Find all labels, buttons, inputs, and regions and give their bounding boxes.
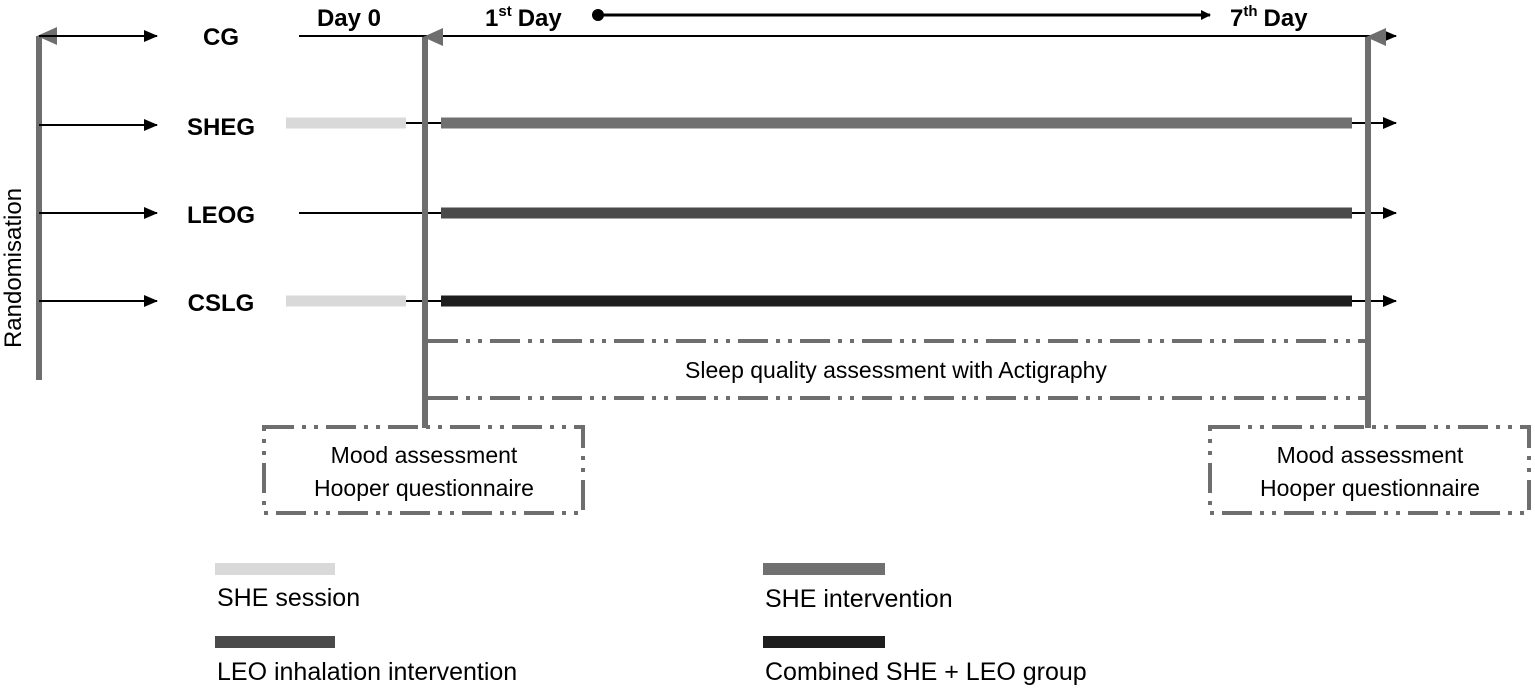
legend-label-she-session: SHE session: [217, 584, 360, 612]
group-label-cslg: CSLG: [188, 290, 255, 317]
assessment-left-line1: Mood assessment: [331, 442, 518, 468]
legend-label-she-intervention: SHE intervention: [765, 585, 953, 613]
assessment-box-right: Mood assessment Hooper questionnaire: [1208, 425, 1531, 515]
group-label-sheg: SHEG: [187, 114, 255, 141]
legend-swatch-combined: [763, 636, 885, 648]
legend-swatch-she-intervention: [763, 563, 885, 575]
day7-label: 7th Day: [1230, 3, 1308, 32]
day0-label: Day 0: [317, 5, 381, 32]
day1-label: 1st Day: [485, 3, 562, 32]
sleep-assessment-text: Sleep quality assessment with Actigraphy: [685, 357, 1107, 383]
assessment-right-line2: Hooper questionnaire: [1260, 475, 1480, 501]
legend: SHE session SHE intervention LEO inhalat…: [215, 563, 1087, 686]
assessment-box-left: Mood assessment Hooper questionnaire: [262, 425, 585, 515]
group-label-leog: LEOG: [187, 202, 255, 229]
assessment-right-line1: Mood assessment: [1277, 442, 1464, 468]
randomisation-label: Randomisation: [0, 188, 27, 348]
legend-swatch-leo-intervention: [215, 636, 335, 648]
sleep-assessment-box: Sleep quality assessment with Actigraphy: [428, 339, 1366, 400]
legend-label-combined: Combined SHE + LEO group: [765, 658, 1087, 686]
legend-swatch-she-session: [215, 563, 335, 575]
assessment-left-line2: Hooper questionnaire: [314, 475, 534, 501]
legend-label-leo-intervention: LEO inhalation intervention: [217, 658, 517, 686]
group-label-cg: CG: [203, 24, 239, 51]
